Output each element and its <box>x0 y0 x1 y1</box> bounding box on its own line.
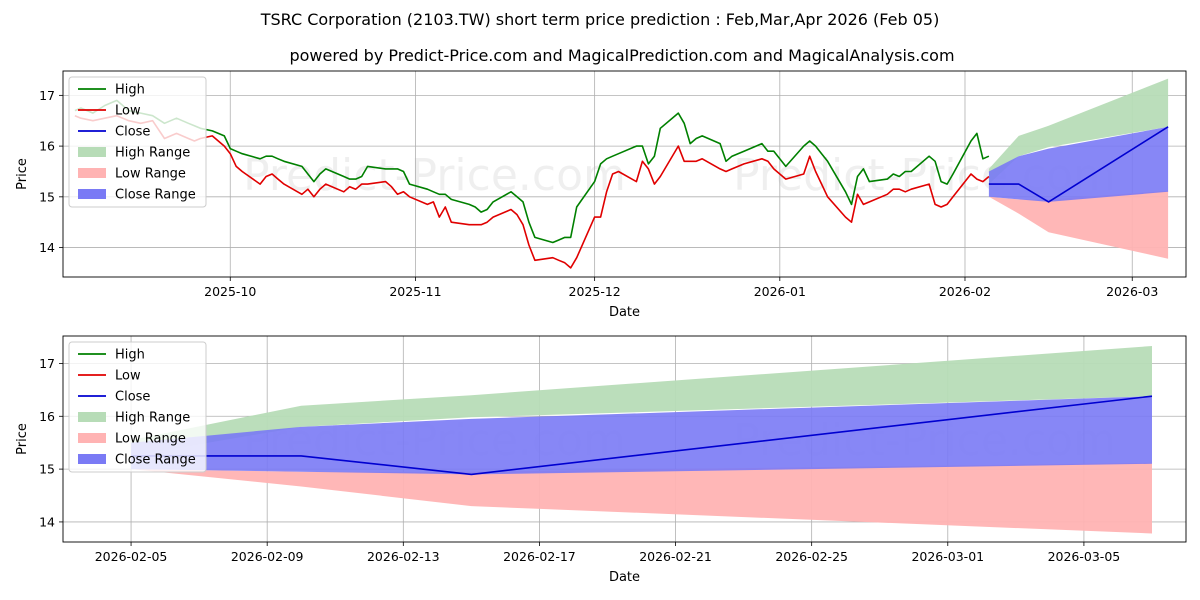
panel2-legend-entry: High <box>115 348 145 363</box>
panel1-x-tick-label: 2025-10 <box>204 284 256 299</box>
panel2-axes-frame <box>62 335 1187 543</box>
panel2-legend-entry: High Range <box>115 411 190 426</box>
panel1-y-tick-label: 17 <box>39 88 55 103</box>
panel1-high-series-line <box>74 99 990 244</box>
panel1-x-tick-label: 2026-02 <box>939 284 991 299</box>
panel2-x-axis-label: Date <box>609 570 640 585</box>
panel1-y-axis-label: Price <box>15 158 30 190</box>
panel2-y-tick-label: 16 <box>39 409 55 424</box>
panel1-legend-entry: High <box>115 83 145 98</box>
panel2-x-tick-label: 2026-02-17 <box>503 549 576 564</box>
panel2-x-tick-label: 2026-03-05 <box>1048 549 1121 564</box>
panel1-x-tick-label: 2025-12 <box>569 284 621 299</box>
panel2-x-tick-label: 2026-02-25 <box>775 549 848 564</box>
panel1-close-range-band <box>988 126 1169 202</box>
panel1-low-range-band <box>988 190 1169 259</box>
panel1-low-series-line <box>74 114 990 269</box>
panel2-legend-swatch <box>78 454 106 464</box>
panel2-legend-entry: Low Range <box>115 432 186 447</box>
panel1-legend-entry: Close Range <box>115 188 196 203</box>
panel1-x-axis-label: Date <box>609 305 640 320</box>
panel1-legend-swatch <box>78 189 106 199</box>
panel2-legend-entry: Low <box>115 369 141 384</box>
panel2-x-tick-label: 2026-02-05 <box>95 549 168 564</box>
panel2-legend-entry: Close <box>115 390 150 405</box>
panel1-legend-entry: Close <box>115 125 150 140</box>
panel2-x-tick-label: 2026-02-13 <box>367 549 440 564</box>
panel1-y-tick-label: 15 <box>39 189 55 204</box>
panel2-low-range-band <box>131 462 1153 534</box>
panel2-high-range-band <box>131 346 1153 456</box>
panel2-x-tick-label: 2026-03-01 <box>911 549 984 564</box>
panel2-x-tick-label: 2026-02-21 <box>639 549 712 564</box>
panel2-y-tick-label: 17 <box>39 356 55 371</box>
panel2-y-axis-label: Price <box>15 423 30 455</box>
panel2-legend-swatch <box>78 412 106 422</box>
panel1-x-tick-label: 2026-03 <box>1106 284 1158 299</box>
panel2-legend-swatch <box>78 433 106 443</box>
chart-subtitle: powered by Predict-Price.com and Magical… <box>289 46 954 65</box>
panel2-close-range-band <box>131 396 1153 475</box>
panel2-x-tick-label: 2026-02-09 <box>231 549 304 564</box>
panel1-x-tick-label: 2025-11 <box>389 284 441 299</box>
panel1-legend-entry: High Range <box>115 146 190 161</box>
panel1-y-tick-label: 16 <box>39 139 55 154</box>
panel1-high-range-band <box>988 78 1169 185</box>
panel2-plot-area <box>131 346 1153 534</box>
panel1-legend-swatch <box>78 168 106 178</box>
panel1-legend-swatch <box>78 147 106 157</box>
panel2-legend-entry: Close Range <box>115 453 196 468</box>
panel1-legend-entry: Low <box>115 104 141 119</box>
panel2-y-tick-label: 15 <box>39 462 55 477</box>
panel1-axes-frame <box>62 70 1187 278</box>
panel1-y-tick-label: 14 <box>39 240 55 255</box>
panel1-legend-entry: Low Range <box>115 167 186 182</box>
panel1-x-tick-label: 2026-01 <box>754 284 806 299</box>
panel1-close-series-line <box>988 126 1169 203</box>
panel1-plot-area <box>74 78 1169 269</box>
chart-title: TSRC Corporation (2103.TW) short term pr… <box>260 10 940 29</box>
panel2-y-tick-label: 14 <box>39 514 55 529</box>
